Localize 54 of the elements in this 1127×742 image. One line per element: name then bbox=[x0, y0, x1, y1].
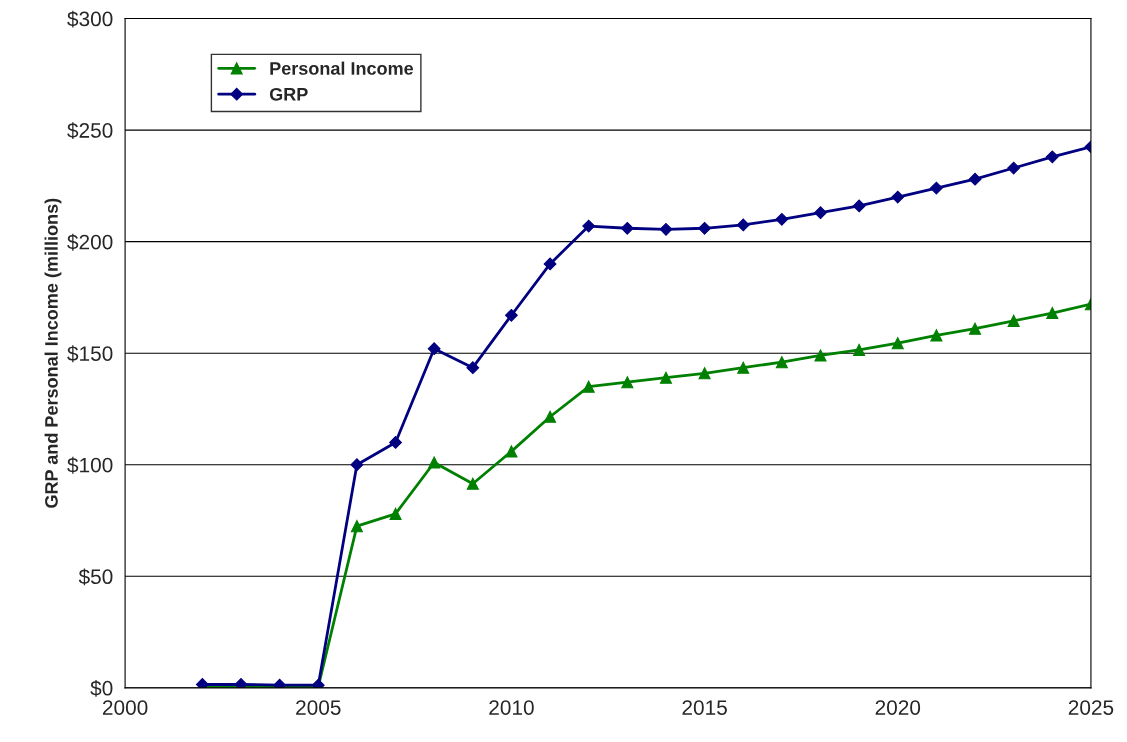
point bbox=[389, 507, 402, 520]
point bbox=[427, 342, 441, 356]
point bbox=[736, 218, 750, 232]
point bbox=[930, 329, 943, 342]
point bbox=[775, 212, 789, 226]
x-tick-label: 2005 bbox=[296, 700, 341, 715]
point bbox=[929, 181, 943, 195]
y-tick-label: $50 bbox=[78, 568, 113, 586]
point bbox=[659, 222, 673, 236]
y-tick-label: $300 bbox=[67, 10, 113, 28]
x-tick-label: 2010 bbox=[489, 700, 534, 715]
point bbox=[891, 337, 904, 350]
point bbox=[968, 172, 982, 186]
y-tick-label: $250 bbox=[67, 122, 113, 140]
legend-label: GRP bbox=[269, 87, 308, 101]
point bbox=[582, 219, 596, 233]
point bbox=[775, 356, 788, 369]
point bbox=[891, 190, 905, 204]
y-axis-title: GRP and Personal Income (millions) bbox=[44, 198, 62, 508]
point bbox=[428, 456, 441, 469]
y-tick-label: $150 bbox=[67, 345, 113, 363]
x-tick-label: 2015 bbox=[682, 700, 727, 715]
point bbox=[505, 308, 518, 322]
point bbox=[621, 376, 634, 389]
point bbox=[350, 458, 364, 472]
point bbox=[543, 410, 557, 423]
y-tick-label: $0 bbox=[90, 679, 113, 697]
point bbox=[466, 361, 480, 375]
point bbox=[582, 380, 595, 393]
x-tick-label: 2020 bbox=[875, 700, 921, 715]
point bbox=[466, 477, 479, 490]
point bbox=[853, 343, 866, 356]
x-tick-label: 2025 bbox=[1068, 700, 1114, 715]
point bbox=[1007, 161, 1021, 175]
point bbox=[505, 445, 518, 458]
y-tick-label: $100 bbox=[67, 456, 113, 474]
point bbox=[852, 199, 866, 213]
point bbox=[698, 367, 711, 380]
point bbox=[698, 221, 712, 235]
point bbox=[659, 371, 673, 384]
point bbox=[1045, 150, 1059, 164]
y-tick-label: $200 bbox=[67, 233, 113, 251]
point bbox=[543, 257, 557, 271]
x-tick-label: 2000 bbox=[102, 700, 148, 715]
point bbox=[1046, 306, 1059, 320]
point bbox=[814, 349, 827, 362]
point bbox=[968, 322, 982, 335]
point bbox=[1007, 314, 1020, 327]
point bbox=[620, 221, 634, 235]
legend-label: Personal Income bbox=[270, 61, 414, 75]
point bbox=[350, 520, 363, 533]
point bbox=[814, 206, 827, 220]
point bbox=[737, 361, 750, 374]
point bbox=[389, 436, 402, 449]
